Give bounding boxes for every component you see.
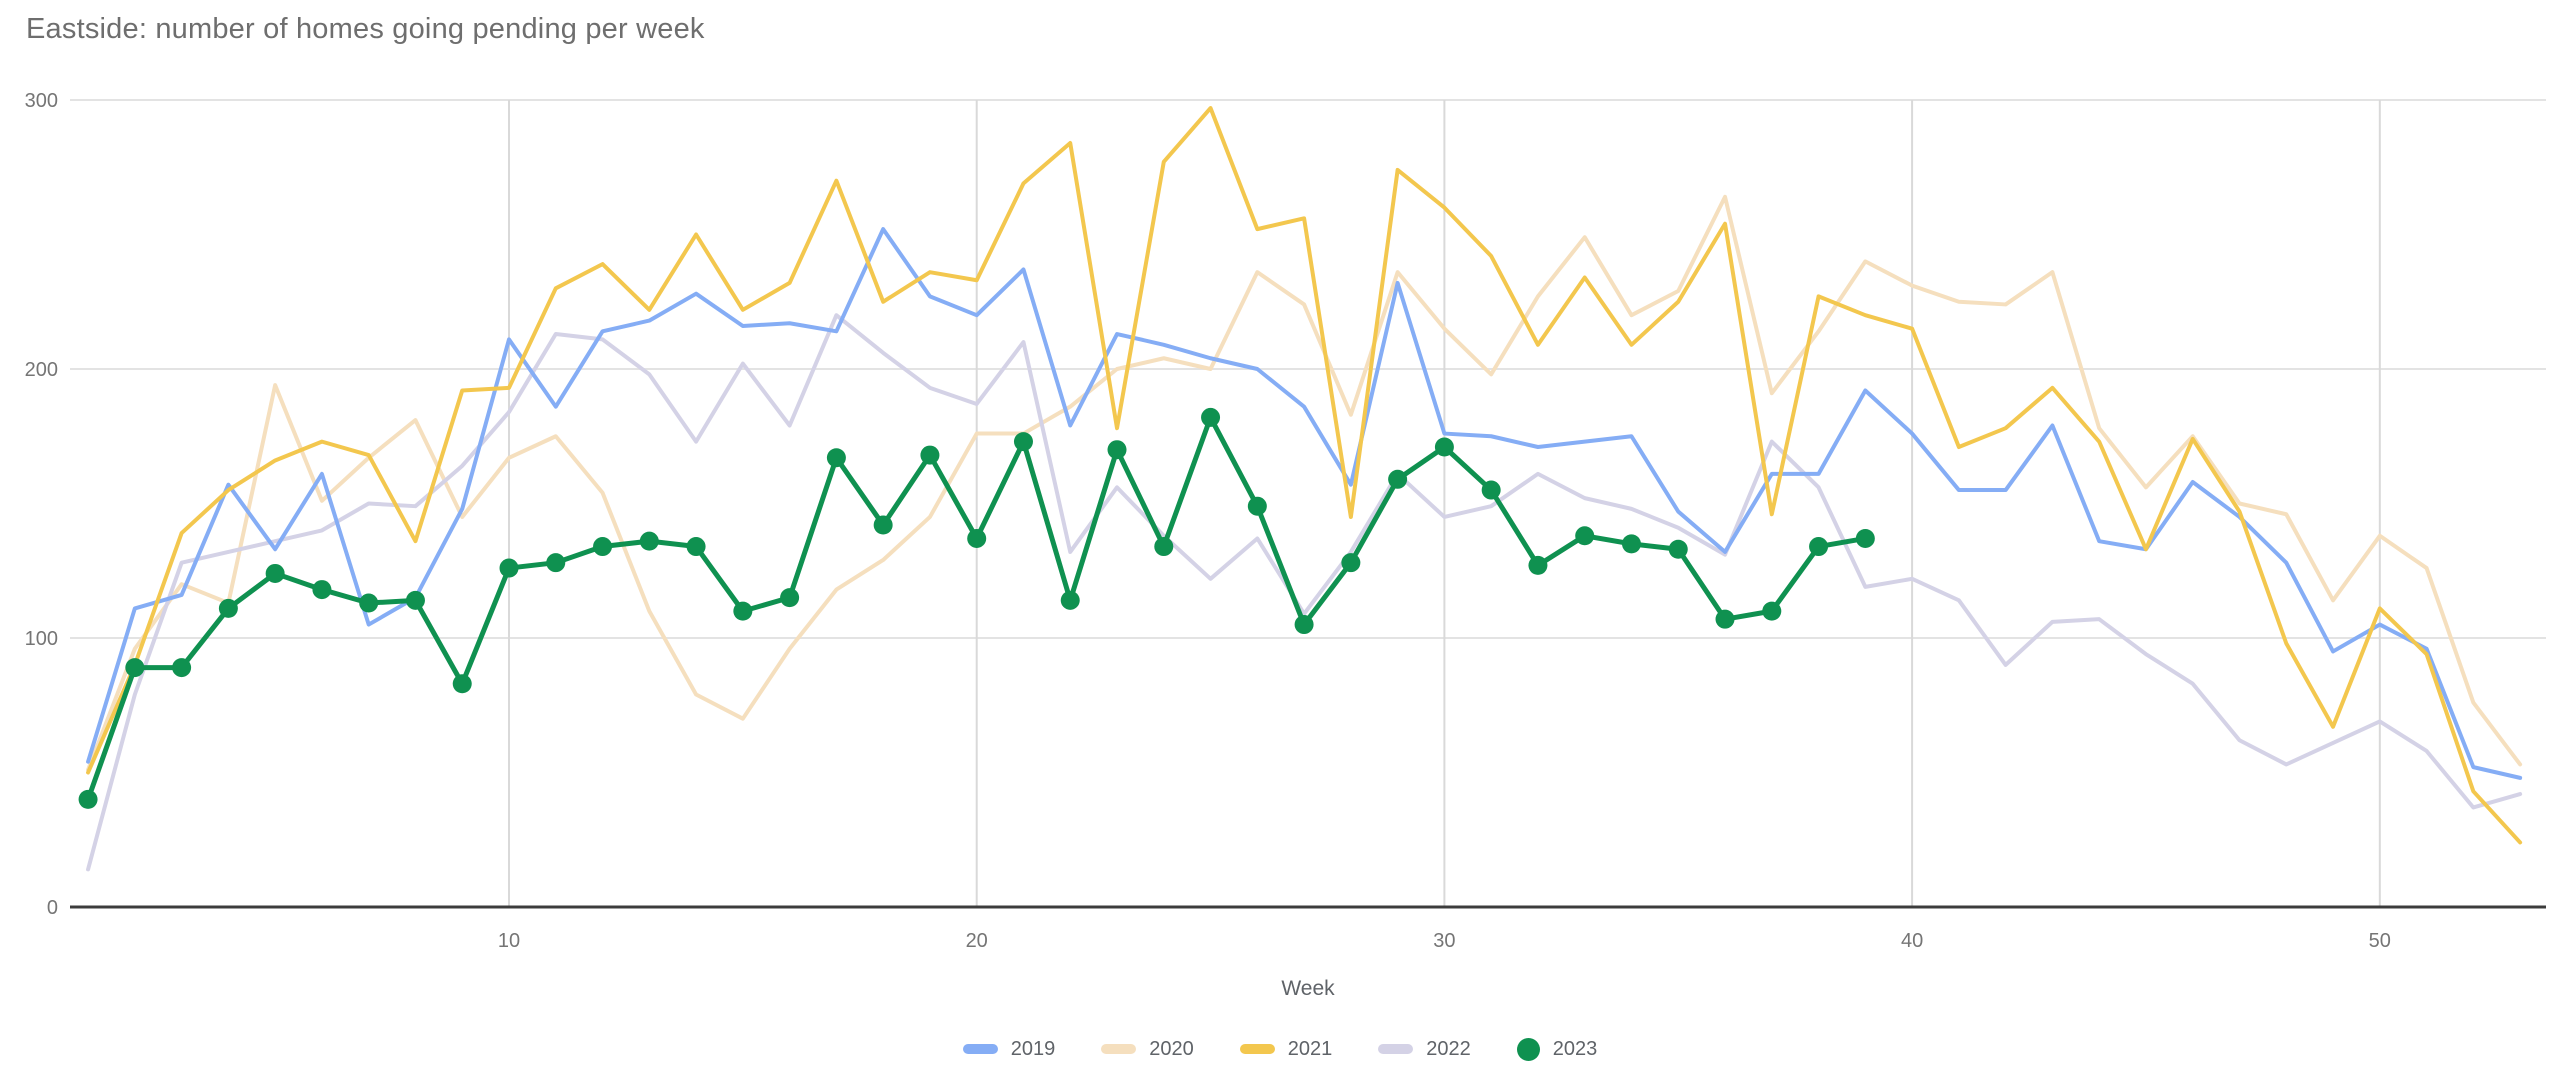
x-tick-label-50: 50 — [2369, 930, 2391, 952]
legend-item-2023[interactable]: 2023 — [1516, 1037, 1598, 1061]
data-point-2023-week-16 — [780, 588, 800, 608]
data-point-2023-week-9 — [452, 674, 472, 694]
data-point-2023-week-10 — [499, 558, 519, 578]
x-tick-label-30: 30 — [1433, 930, 1455, 952]
legend-swatch-2019 — [962, 1044, 998, 1054]
data-point-2023-week-14 — [686, 537, 706, 557]
legend-swatch-2023 — [1516, 1037, 1540, 1061]
legend-label-2022: 2022 — [1426, 1037, 1471, 1060]
data-point-2023-week-7 — [359, 593, 379, 613]
legend-swatch-2021 — [1239, 1044, 1275, 1054]
legend-item-2020[interactable]: 2020 — [1101, 1038, 1194, 1061]
data-point-2023-week-34 — [1621, 534, 1641, 554]
data-point-2023-week-28 — [1341, 553, 1361, 573]
y-tick-label-200: 200 — [25, 359, 58, 381]
data-point-2023-week-38 — [1809, 537, 1829, 557]
series-line-2022 — [86, 313, 2523, 872]
data-point-2023-week-23 — [1107, 440, 1127, 460]
data-point-2023-week-8 — [405, 590, 425, 610]
data-point-2023-week-36 — [1715, 609, 1735, 629]
data-point-2023-week-33 — [1575, 526, 1595, 546]
data-point-2023-week-3 — [172, 658, 192, 678]
series-line-2020 — [86, 194, 2523, 772]
x-tick-label-10: 10 — [498, 930, 520, 952]
data-point-2023-week-37 — [1762, 601, 1782, 621]
data-point-2023-week-5 — [265, 563, 285, 583]
data-point-2023-week-25 — [1201, 407, 1221, 427]
x-tick-label-20: 20 — [966, 930, 988, 952]
data-point-2023-week-39 — [1855, 528, 1875, 548]
data-point-2023-week-4 — [218, 598, 238, 618]
data-point-2023-week-20 — [967, 528, 987, 548]
chart-title: Eastside: number of homes going pending … — [26, 13, 705, 45]
legend-swatch-2022 — [1378, 1044, 1414, 1054]
legend-label-2019: 2019 — [1010, 1037, 1056, 1060]
legend-item-2021[interactable]: 2021 — [1239, 1037, 1333, 1061]
x-axis-title: Week — [1281, 977, 1335, 1000]
legend-item-2019[interactable]: 2019 — [962, 1037, 1056, 1061]
data-point-2023-week-24 — [1154, 537, 1174, 557]
y-tick-label-100: 100 — [25, 628, 58, 650]
chart-legend: 2019 2020 2021 2022 2023 — [0, 1031, 2560, 1067]
legend-label-2023: 2023 — [1552, 1037, 1598, 1060]
series-line-2019 — [86, 227, 2523, 780]
data-point-2023-week-13 — [639, 531, 659, 551]
data-point-2023-week-27 — [1294, 615, 1314, 635]
data-point-2023-week-29 — [1388, 469, 1408, 489]
data-point-2023-week-12 — [593, 537, 613, 557]
data-point-2023-week-32 — [1528, 555, 1548, 575]
data-point-2023-week-31 — [1481, 480, 1501, 500]
legend-label-2021: 2021 — [1287, 1037, 1333, 1060]
legend-item-2022[interactable]: 2022 — [1378, 1038, 1471, 1061]
data-point-2023-week-15 — [733, 601, 753, 621]
y-tick-label-0: 0 — [47, 897, 58, 919]
data-point-2023-week-11 — [546, 553, 566, 573]
data-point-2023-week-35 — [1668, 539, 1688, 559]
data-point-2023-week-6 — [312, 580, 332, 600]
data-point-2023-week-2 — [125, 658, 145, 678]
legend-label-2020: 2020 — [1149, 1037, 1194, 1060]
data-point-2023-week-17 — [826, 448, 846, 468]
legend-swatch-2020 — [1101, 1044, 1137, 1054]
data-point-2023-week-19 — [920, 445, 940, 465]
data-point-2023-week-21 — [1013, 432, 1033, 452]
data-point-2023-week-26 — [1247, 496, 1267, 516]
series-line-2021 — [86, 106, 2523, 845]
y-tick-label-300: 300 — [25, 90, 58, 112]
data-point-2023-week-1 — [78, 789, 98, 809]
data-point-2023-week-18 — [873, 515, 893, 535]
data-point-2023-week-30 — [1434, 437, 1454, 457]
x-tick-label-40: 40 — [1901, 930, 1923, 952]
data-point-2023-week-22 — [1060, 590, 1080, 610]
